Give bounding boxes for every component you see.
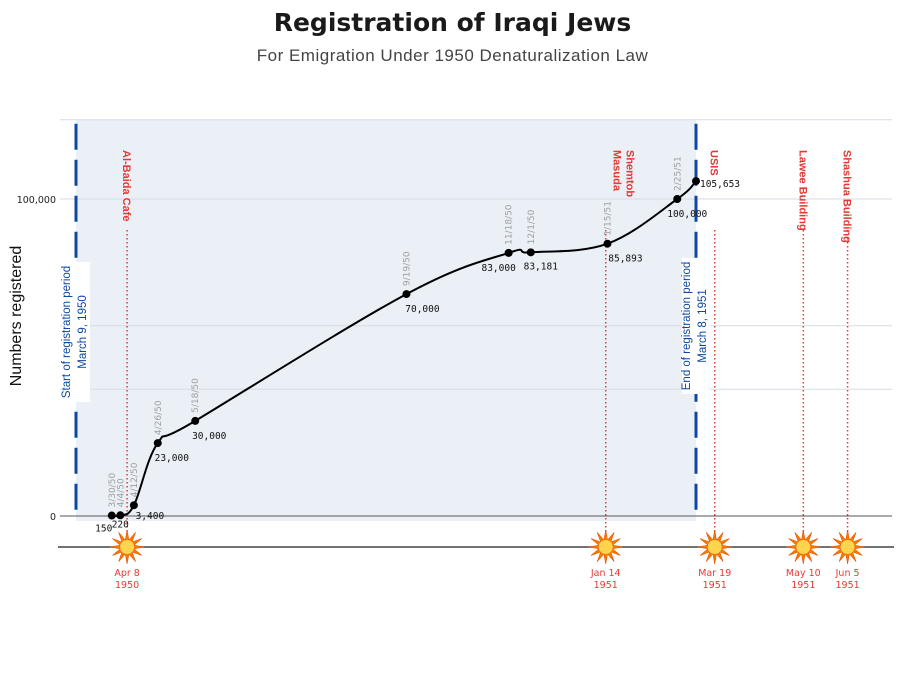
data-value-label: 23,000	[155, 453, 190, 464]
event-date-label: Apr 8	[114, 568, 140, 579]
event-date-label: May 10	[786, 568, 821, 579]
data-point	[129, 501, 138, 510]
data-point	[402, 290, 411, 299]
date-label: 4/4/50	[116, 478, 126, 507]
chart-subtitle: For Emigration Under 1950 Denaturalizati…	[256, 46, 649, 65]
event-name-label: Lawee Building	[796, 150, 808, 231]
date-label: 12/1/50	[527, 209, 537, 244]
event-date-label: Jun 5	[835, 568, 860, 579]
data-value-label: 83,000	[481, 263, 516, 274]
date-label: 2/25/51	[673, 156, 683, 191]
y-axis-label: Numbers registered	[8, 246, 25, 387]
data-point	[504, 248, 513, 257]
date-label: 1/15/51	[603, 201, 613, 236]
event-date-label: Jan 14	[590, 568, 621, 579]
event-year-label: 1951	[703, 580, 727, 591]
event-name-label: Shashua Building	[841, 150, 853, 243]
data-point	[603, 239, 612, 248]
data-point	[673, 195, 682, 203]
date-label: 9/19/50	[402, 251, 412, 286]
explosion-icon-core	[840, 540, 855, 554]
period-start-label: Start of registration period March 9, 195…	[61, 266, 89, 398]
data-value-label: 105,653	[700, 179, 740, 190]
event-name-label: USIS	[708, 150, 720, 176]
data-value-label: 30,000	[192, 431, 227, 442]
explosion-icon-core	[120, 540, 135, 554]
data-value-label: 3,400	[136, 511, 165, 522]
data-point	[107, 511, 116, 520]
chart-title: Registration of Iraqi Jews	[273, 8, 632, 37]
data-value-label: 85,893	[608, 254, 642, 265]
event-date-label: Mar 19	[698, 568, 731, 579]
date-label: 5/18/50	[191, 378, 201, 413]
event-year-label: 1950	[115, 580, 139, 591]
data-point	[692, 177, 700, 186]
data-value-label: 100,000	[667, 209, 707, 220]
registration-period-band	[76, 119, 696, 521]
y-tick-label: 100,000	[17, 195, 56, 206]
data-value-label: 70,000	[405, 304, 440, 315]
date-label: 4/26/50	[154, 400, 164, 435]
data-value-label: 150	[95, 524, 112, 535]
y-tick-label: 0	[50, 512, 56, 523]
explosion-icon-core	[707, 540, 722, 554]
period-end-label: End of registration period March 8, 1951	[681, 262, 709, 391]
data-value-label: 83,181	[524, 261, 559, 272]
data-point	[153, 439, 162, 448]
explosion-icon-core	[796, 540, 811, 554]
data-point	[116, 511, 125, 520]
event-name-label: MasudaShemtob	[611, 150, 636, 197]
date-label: 11/18/50	[505, 204, 515, 245]
date-label: 4/12/50	[130, 462, 140, 497]
data-point	[526, 248, 535, 257]
event-name-label: Al-Baida Cafe	[120, 150, 132, 222]
data-point	[191, 416, 200, 425]
period-end-label-bg	[682, 258, 710, 394]
event-year-label: 1951	[835, 580, 859, 591]
date-label: 3/30/50	[108, 473, 118, 508]
event-year-label: 1951	[791, 580, 815, 591]
explosion-icon-core	[598, 540, 613, 554]
data-value-label: 220	[112, 519, 129, 530]
event-year-label: 1951	[594, 580, 618, 591]
period-start-label-bg	[62, 262, 90, 402]
